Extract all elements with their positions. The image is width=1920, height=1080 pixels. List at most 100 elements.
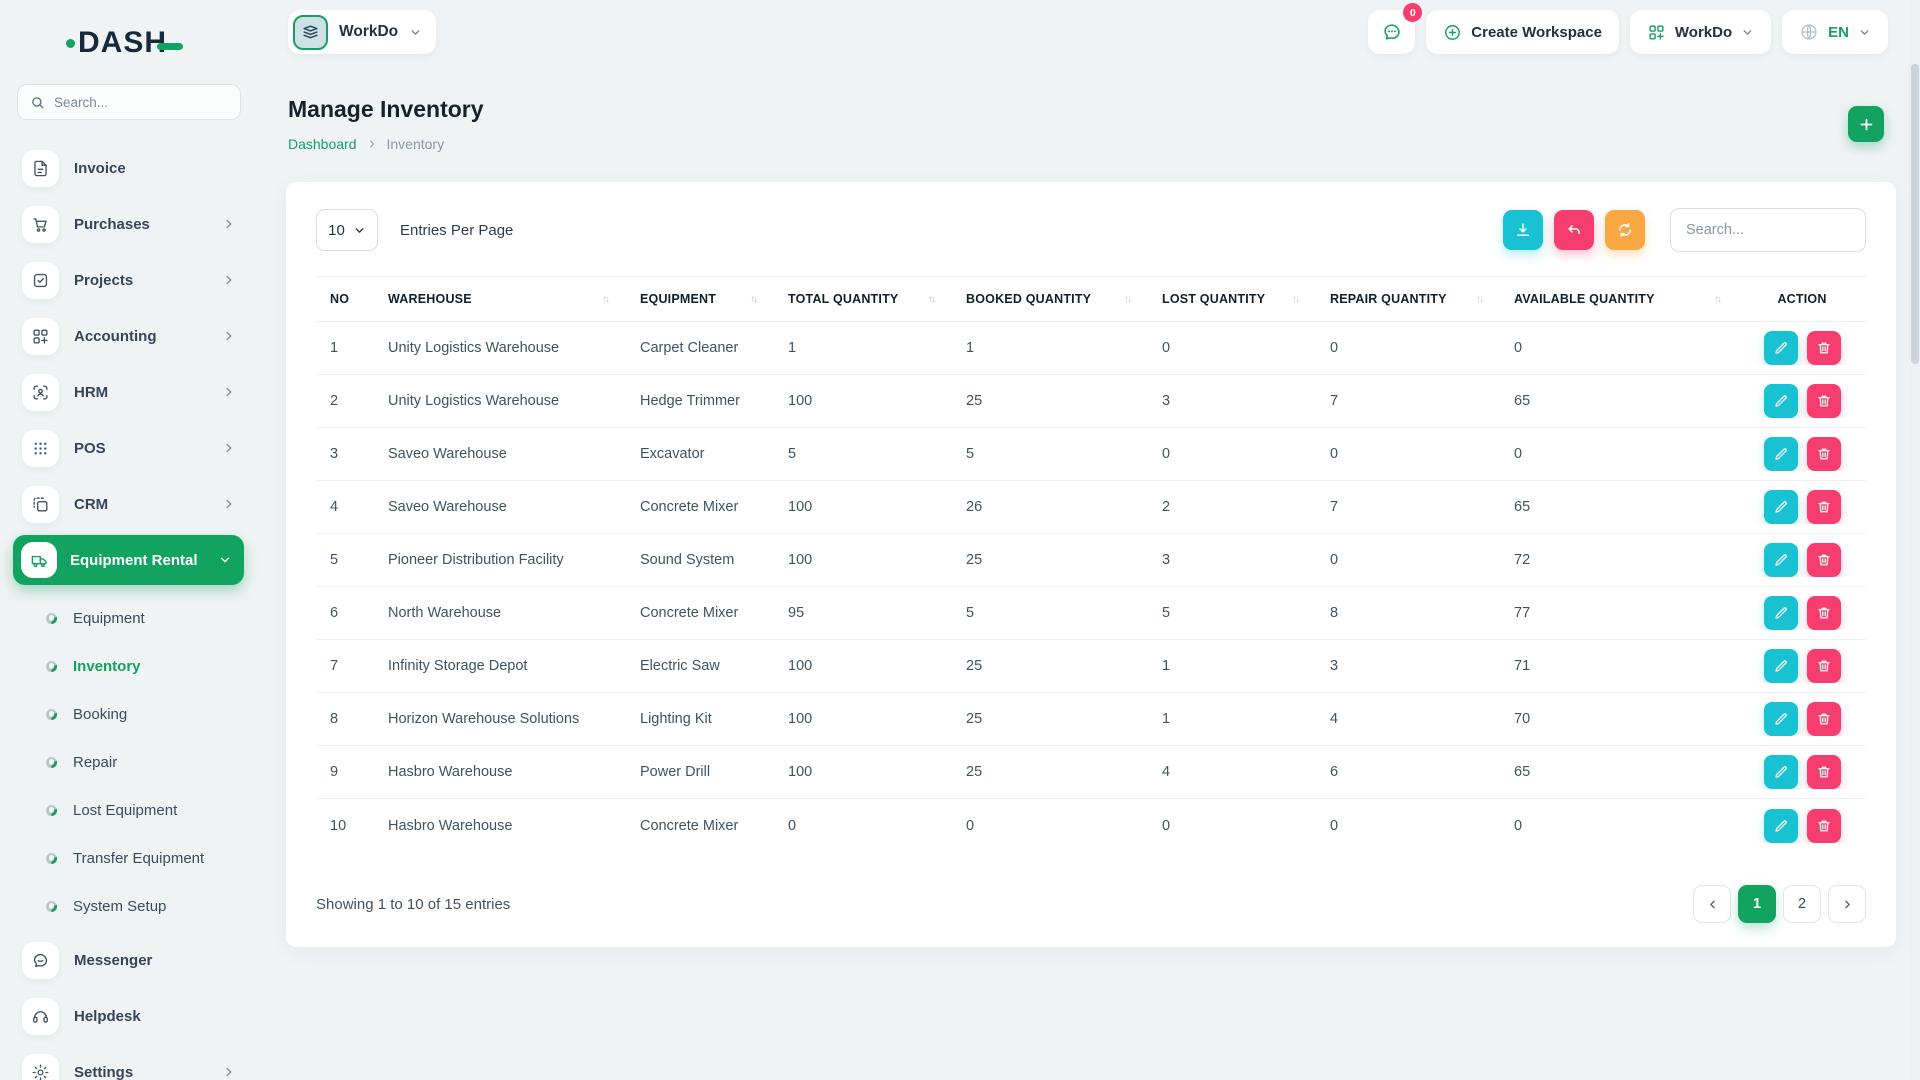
page-1-button[interactable]: 1 bbox=[1738, 885, 1776, 923]
cell-equipment: Hedge Trimmer bbox=[626, 393, 774, 409]
cell-warehouse: Unity Logistics Warehouse bbox=[374, 393, 626, 409]
download-icon bbox=[1514, 221, 1532, 239]
delete-button[interactable] bbox=[1807, 596, 1841, 630]
export-button[interactable] bbox=[1503, 210, 1543, 250]
sidebar-item-label: Equipment Rental bbox=[70, 552, 218, 569]
sidebar-item-hrm[interactable]: HRM bbox=[0, 364, 258, 420]
column-header-lost-quantity[interactable]: LOST QUANTITY↑↓ bbox=[1148, 292, 1316, 306]
column-header-available-quantity[interactable]: AVAILABLE QUANTITY↑↓ bbox=[1500, 292, 1738, 306]
cell-no: 8 bbox=[316, 711, 374, 727]
sidebar-item-helpdesk[interactable]: Helpdesk bbox=[0, 988, 258, 1044]
dots-grid-icon bbox=[22, 430, 59, 467]
top-bar-actions: 0 Create Workspace WorkDo EN bbox=[1368, 10, 1888, 54]
scrollbar-thumb[interactable] bbox=[1911, 64, 1919, 364]
sidebar-search-input[interactable] bbox=[54, 95, 228, 110]
cell-equipment: Lighting Kit bbox=[626, 711, 774, 727]
sidebar-item-accounting[interactable]: Accounting bbox=[0, 308, 258, 364]
cell-lost: 1 bbox=[1148, 658, 1316, 674]
entries-per-page-label: Entries Per Page bbox=[400, 222, 513, 239]
delete-button[interactable] bbox=[1807, 809, 1841, 843]
cell-no: 5 bbox=[316, 552, 374, 568]
sidebar-item-settings[interactable]: Settings bbox=[0, 1044, 258, 1080]
refresh-button[interactable] bbox=[1605, 210, 1645, 250]
create-workspace-button[interactable]: Create Workspace bbox=[1426, 10, 1619, 54]
sidebar-item-crm[interactable]: CRM bbox=[0, 476, 258, 532]
delete-button[interactable] bbox=[1807, 437, 1841, 471]
column-header-repair-quantity[interactable]: REPAIR QUANTITY↑↓ bbox=[1316, 292, 1500, 306]
edit-button[interactable] bbox=[1764, 809, 1798, 843]
submenu-item-repair[interactable]: Repair bbox=[0, 738, 258, 786]
submenu-label: Equipment bbox=[73, 610, 145, 627]
chevron-down-icon bbox=[409, 26, 422, 39]
trash-icon bbox=[1816, 658, 1832, 674]
cell-booked: 5 bbox=[952, 605, 1148, 621]
sidebar-item-equipment-rental[interactable]: Equipment Rental bbox=[13, 535, 244, 585]
previous-page-button[interactable] bbox=[1693, 885, 1731, 923]
delete-button[interactable] bbox=[1807, 384, 1841, 418]
messages-button[interactable]: 0 bbox=[1368, 10, 1415, 54]
sidebar-item-purchases[interactable]: Purchases bbox=[0, 196, 258, 252]
edit-button[interactable] bbox=[1764, 596, 1798, 630]
truck-icon bbox=[21, 542, 57, 578]
brand-logo: DASH bbox=[0, 18, 258, 62]
page-2-button[interactable]: 2 bbox=[1783, 885, 1821, 923]
sidebar-item-pos[interactable]: POS bbox=[0, 420, 258, 476]
next-page-button[interactable] bbox=[1828, 885, 1866, 923]
cell-equipment: Concrete Mixer bbox=[626, 818, 774, 834]
edit-button[interactable] bbox=[1764, 755, 1798, 789]
submenu-item-inventory[interactable]: Inventory bbox=[0, 642, 258, 690]
submenu-item-equipment[interactable]: Equipment bbox=[0, 594, 258, 642]
column-header-no[interactable]: NO bbox=[316, 292, 374, 306]
edit-button[interactable] bbox=[1764, 649, 1798, 683]
globe-icon bbox=[1799, 22, 1819, 42]
sidebar-item-invoice[interactable]: Invoice bbox=[0, 140, 258, 196]
entries-per-page-select[interactable]: 10 bbox=[316, 209, 378, 251]
submenu-label: Booking bbox=[73, 706, 127, 723]
sidebar-search[interactable] bbox=[17, 84, 241, 120]
table-search-input[interactable] bbox=[1670, 208, 1866, 252]
cell-total: 100 bbox=[774, 393, 952, 409]
column-header-total-quantity[interactable]: TOTAL QUANTITY↑↓ bbox=[774, 292, 952, 306]
delete-button[interactable] bbox=[1807, 702, 1841, 736]
workspace-switcher[interactable]: WorkDo bbox=[288, 10, 436, 54]
trash-icon bbox=[1816, 499, 1832, 515]
submenu-item-system-setup[interactable]: System Setup bbox=[0, 882, 258, 930]
delete-button[interactable] bbox=[1807, 490, 1841, 524]
delete-button[interactable] bbox=[1807, 649, 1841, 683]
cell-total: 100 bbox=[774, 658, 952, 674]
cell-no: 9 bbox=[316, 764, 374, 780]
edit-button[interactable] bbox=[1764, 702, 1798, 736]
delete-button[interactable] bbox=[1807, 331, 1841, 365]
edit-button[interactable] bbox=[1764, 331, 1798, 365]
sort-icon: ↑↓ bbox=[1124, 294, 1130, 305]
pagination: 1 2 bbox=[1693, 885, 1866, 923]
edit-button[interactable] bbox=[1764, 384, 1798, 418]
sidebar-item-label: Projects bbox=[74, 272, 222, 289]
submenu-item-lost-equipment[interactable]: Lost Equipment bbox=[0, 786, 258, 834]
column-header-warehouse[interactable]: WAREHOUSE↑↓ bbox=[374, 292, 626, 306]
column-header-equipment[interactable]: EQUIPMENT↑↓ bbox=[626, 292, 774, 306]
submenu-item-booking[interactable]: Booking bbox=[0, 690, 258, 738]
cell-total: 95 bbox=[774, 605, 952, 621]
submenu-item-transfer-equipment[interactable]: Transfer Equipment bbox=[0, 834, 258, 882]
back-button[interactable] bbox=[1554, 210, 1594, 250]
table-row: 4Saveo WarehouseConcrete Mixer100262765 bbox=[316, 481, 1866, 534]
edit-button[interactable] bbox=[1764, 490, 1798, 524]
delete-button[interactable] bbox=[1807, 543, 1841, 577]
submenu-label: Repair bbox=[73, 754, 117, 771]
chevron-right-icon bbox=[222, 1065, 236, 1079]
add-inventory-button[interactable] bbox=[1848, 106, 1884, 142]
edit-button[interactable] bbox=[1764, 437, 1798, 471]
breadcrumb-dashboard-link[interactable]: Dashboard bbox=[288, 136, 357, 152]
sidebar-item-projects[interactable]: Projects bbox=[0, 252, 258, 308]
chevron-right-icon bbox=[222, 217, 236, 231]
gear-icon bbox=[22, 1054, 59, 1080]
edit-button[interactable] bbox=[1764, 543, 1798, 577]
chevron-right-icon bbox=[222, 497, 236, 511]
sidebar-item-messenger[interactable]: Messenger bbox=[0, 932, 258, 988]
language-button[interactable]: EN bbox=[1782, 10, 1888, 54]
delete-button[interactable] bbox=[1807, 755, 1841, 789]
workspace-menu-button[interactable]: WorkDo bbox=[1630, 10, 1771, 54]
cell-warehouse: Saveo Warehouse bbox=[374, 499, 626, 515]
column-header-booked-quantity[interactable]: BOOKED QUANTITY↑↓ bbox=[952, 292, 1148, 306]
